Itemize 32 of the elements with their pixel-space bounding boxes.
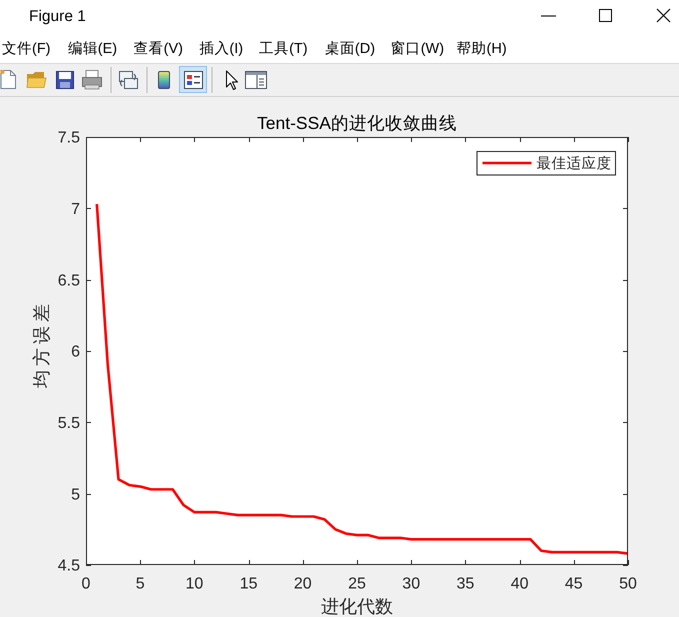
y-tick-label: 4.5 — [58, 558, 80, 575]
x-tick-label: 10 — [186, 576, 204, 593]
text: 编辑(E) — [68, 40, 118, 57]
x-axis-title: 进化代数 — [321, 596, 393, 616]
x-tick-label: 45 — [564, 576, 583, 593]
x-tick-label: 15 — [240, 576, 258, 593]
x-tick-label: 35 — [456, 576, 474, 593]
legend-label: 最佳适应度 — [536, 155, 612, 172]
x-tick-label: 50 — [619, 576, 637, 593]
text: 桌面(D) — [324, 40, 376, 57]
y-tick-label: 7 — [71, 200, 80, 218]
text: 工具(T) — [259, 41, 308, 57]
text: 帮助(H) — [456, 40, 507, 57]
text: 文件(F) — [2, 40, 51, 57]
y-tick-label: 7.5 — [58, 130, 80, 147]
y-axis-title: 均方误差 — [31, 300, 52, 389]
x-tick-label: 0 — [82, 576, 91, 593]
x-tick-label: 40 — [510, 576, 529, 593]
text: 查看(V) — [134, 40, 183, 57]
y-tick-label: 5.5 — [58, 414, 80, 432]
text: 窗口(W) — [390, 40, 444, 57]
y-tick-label: 6 — [71, 344, 80, 361]
y-tick-label: 6.5 — [58, 272, 80, 290]
y-tick-label: 5 — [71, 486, 80, 504]
x-tick-label: 25 — [348, 576, 366, 593]
x-tick-label: 5 — [136, 576, 145, 593]
x-tick-label: 20 — [294, 576, 312, 593]
caption: Figure 1 — [29, 8, 86, 25]
x-tick-label: 30 — [402, 576, 420, 593]
line-series — [96, 202, 630, 555]
text: 插入(I) — [199, 40, 244, 57]
chart-title: Tent-SSA的进化收敛曲线 — [257, 113, 457, 133]
